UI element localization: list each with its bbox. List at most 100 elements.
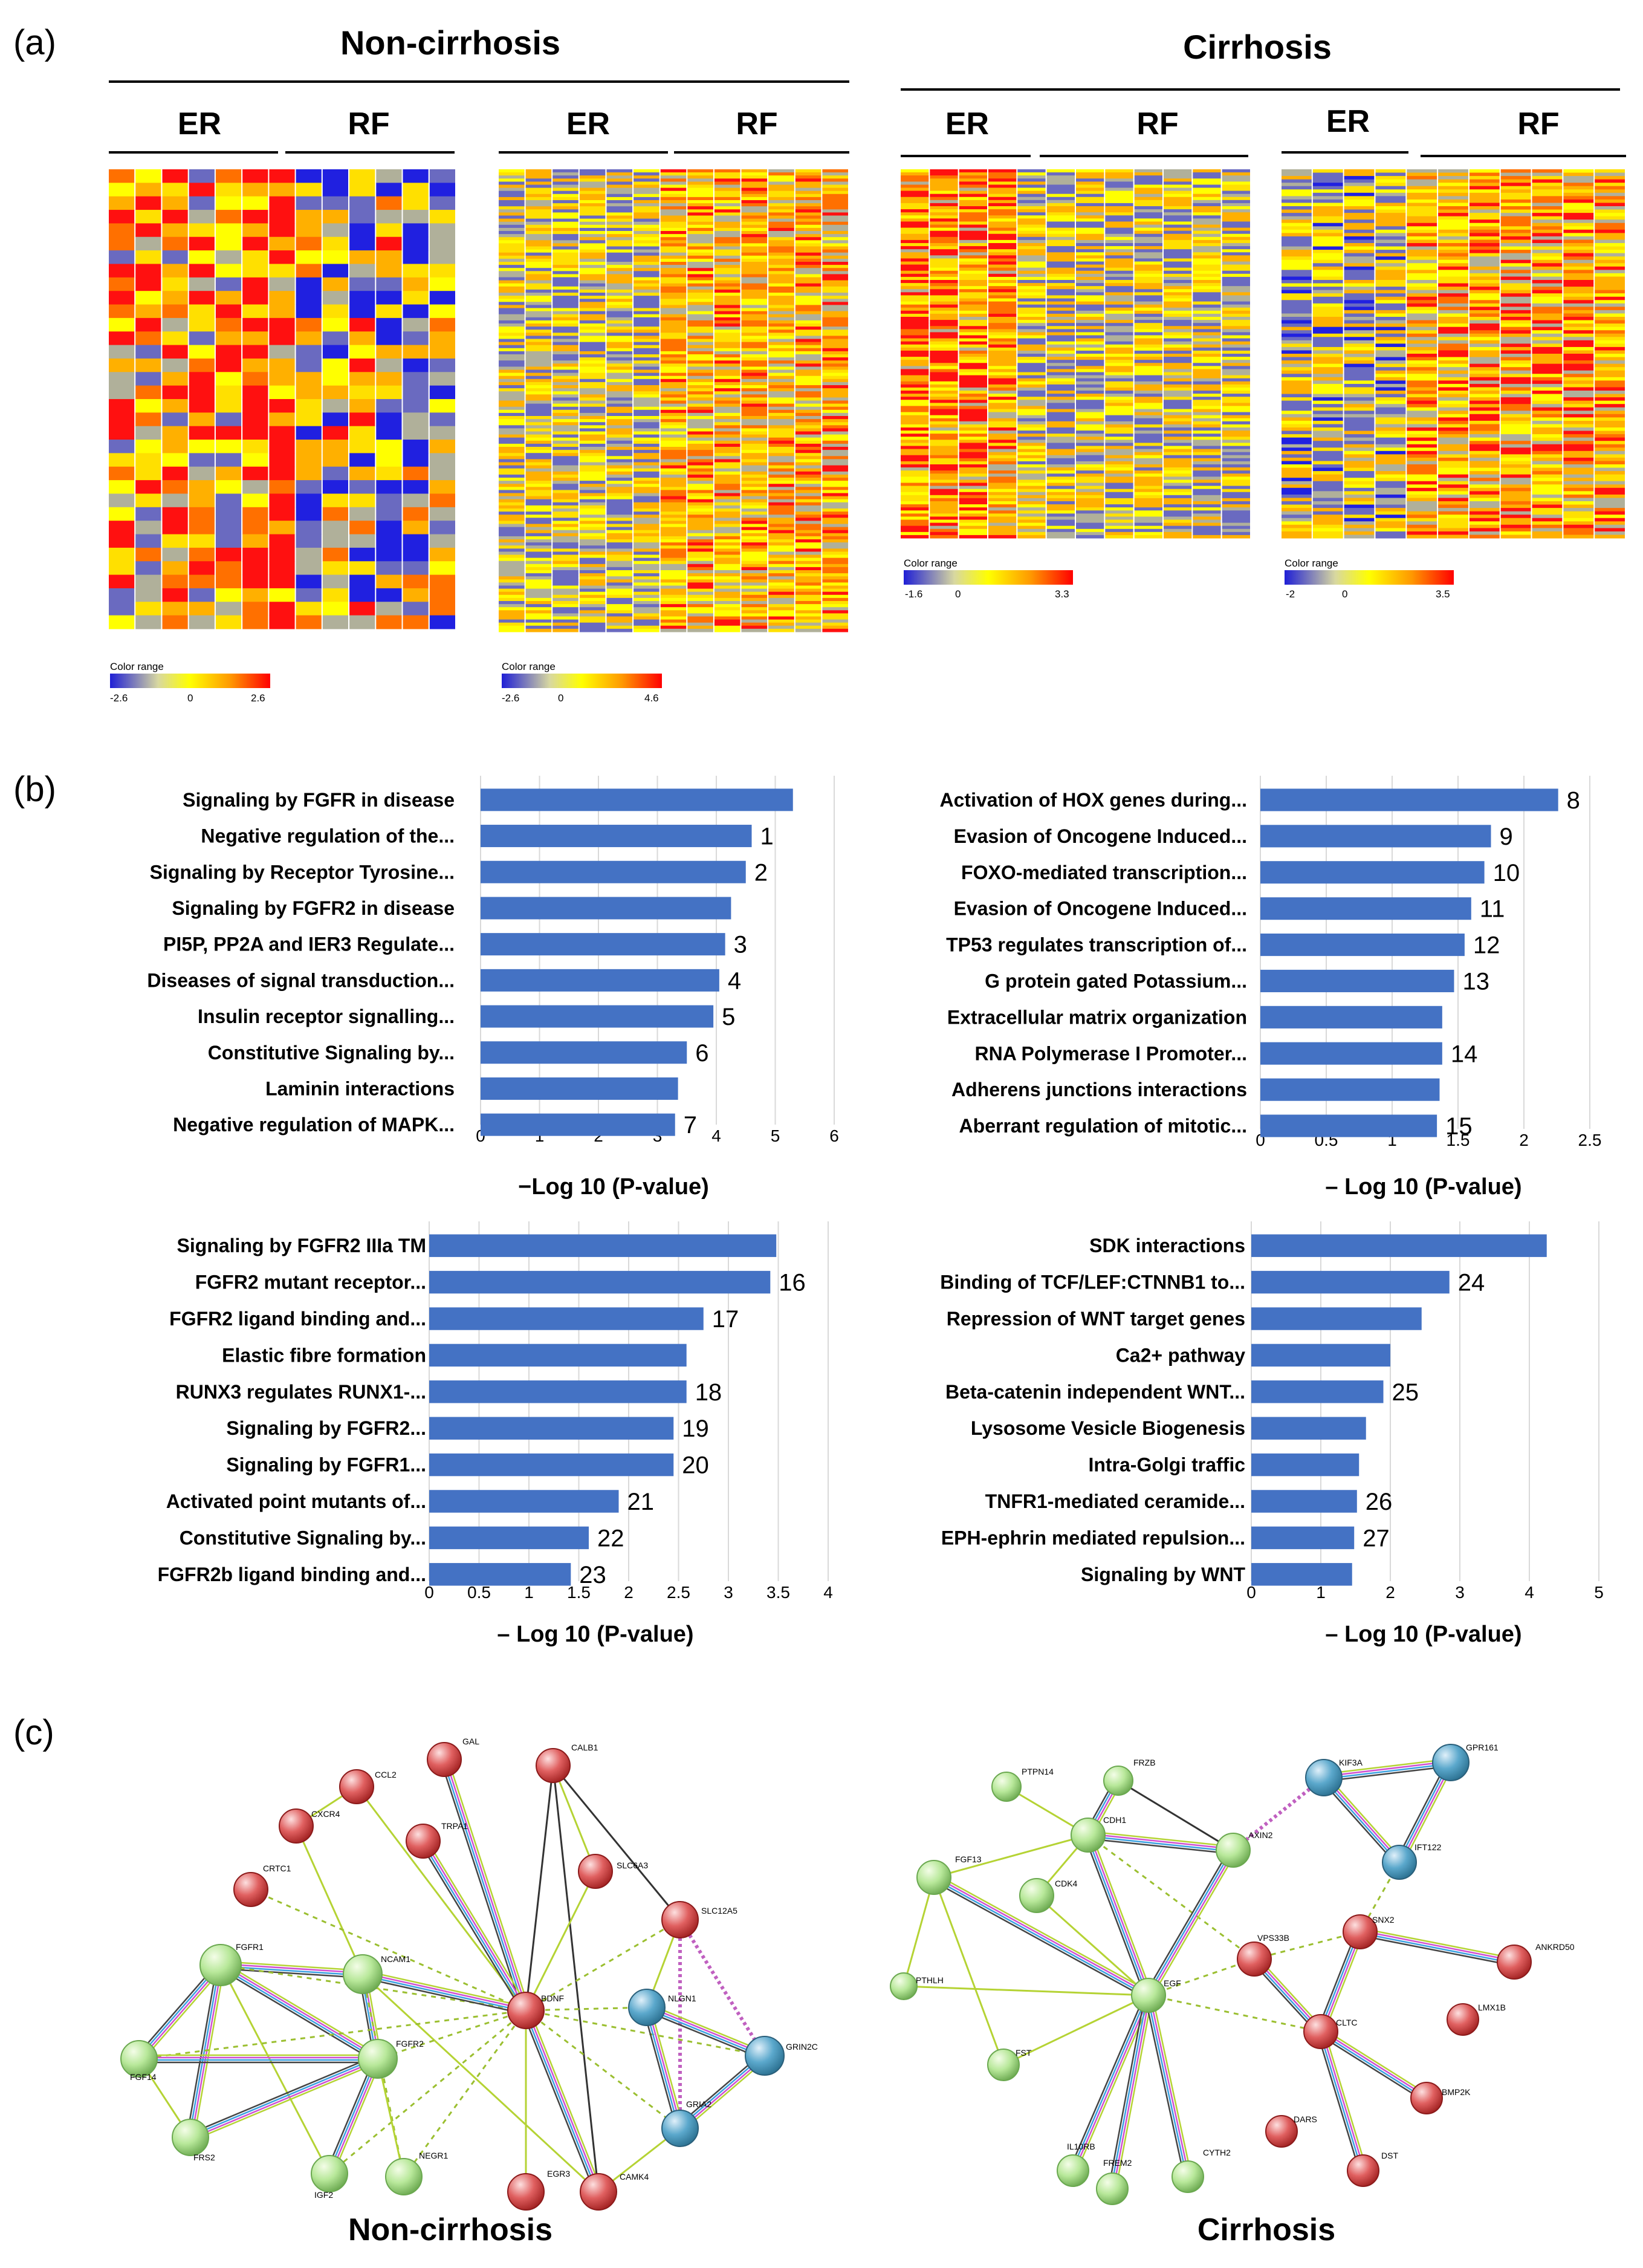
heatmap-cell	[1046, 224, 1075, 229]
heatmap-cell	[634, 249, 659, 253]
heatmap-cell	[714, 221, 740, 226]
heatmap-cell	[1312, 524, 1343, 528]
heatmap-cell	[1500, 346, 1531, 351]
heatmap-cell	[901, 323, 929, 327]
heatmap-cell	[1375, 216, 1406, 220]
heatmap-cell	[687, 286, 713, 290]
heatmap-cell	[988, 209, 1017, 213]
heatmap-cell	[741, 459, 768, 463]
heatmap-cell	[1105, 394, 1133, 397]
heatmap-cell	[959, 449, 987, 453]
heatmap-cell	[959, 357, 987, 360]
heatmap-cell	[1222, 443, 1250, 446]
heatmap-cell	[634, 265, 659, 268]
heatmap-cell	[687, 443, 713, 447]
heatmap-cell	[1312, 491, 1343, 495]
heatmap-cell	[741, 548, 768, 552]
heatmap-cell	[901, 313, 929, 317]
heatmap-cell	[1500, 290, 1531, 294]
heatmap-cell	[1407, 357, 1437, 361]
heatmap-cell	[1375, 377, 1406, 381]
heatmap-cell	[525, 428, 552, 432]
heatmap-cell	[1500, 367, 1531, 371]
heatmap-cell	[606, 206, 633, 210]
heatmap-cell	[429, 480, 455, 494]
heatmap-cell	[1017, 483, 1046, 487]
heatmap-cell	[930, 495, 958, 499]
heatmap-cell	[606, 425, 633, 429]
heatmap-cell	[795, 456, 822, 460]
heatmap-cell	[1046, 479, 1075, 483]
heatmap-cell	[714, 366, 740, 370]
heatmap-cell	[553, 268, 578, 271]
heatmap-cell	[499, 490, 525, 493]
heatmap-cell	[1344, 263, 1375, 267]
heatmap-cell	[1282, 444, 1312, 448]
heatmap-cell	[1344, 176, 1375, 180]
heatmap-cell	[1164, 184, 1192, 188]
heatmap-cell	[525, 490, 552, 493]
heatmap-cell	[499, 588, 525, 593]
heatmap-cell	[1375, 196, 1406, 200]
heatmap-cell	[1532, 454, 1563, 458]
heatmap-cell	[1017, 267, 1046, 271]
heatmap-cell	[349, 412, 375, 427]
heatmap-cell	[579, 314, 606, 318]
heatmap-cell	[322, 210, 348, 224]
heatmap-cell	[687, 462, 713, 466]
heatmap-cell	[1469, 186, 1500, 190]
heatmap-cell	[1282, 370, 1312, 374]
heatmap-cell	[579, 527, 606, 531]
heatmap-cell	[1017, 230, 1046, 235]
heatmap-cell	[1344, 420, 1375, 424]
heatmap-cell	[1375, 481, 1406, 485]
heatmap-cell	[687, 610, 713, 614]
heatmap-cell	[901, 310, 929, 314]
heatmap-cell	[988, 215, 1017, 219]
heatmap-cell	[525, 437, 552, 441]
heatmap-cell	[687, 530, 713, 534]
heatmap-cell	[1017, 412, 1046, 416]
heatmap-cell	[1076, 326, 1104, 330]
heatmap-cell	[660, 570, 687, 574]
heatmap-cell	[988, 206, 1017, 210]
heatmap-cell	[189, 345, 215, 359]
heatmap-cell	[525, 481, 552, 484]
heatmap-cell	[901, 455, 929, 459]
heatmap-cell	[687, 320, 713, 324]
heatmap-cell	[1076, 357, 1104, 360]
heatmap-cell	[1164, 317, 1192, 320]
heatmap-cell	[988, 519, 1017, 524]
heatmap-cell	[553, 221, 578, 226]
heatmap-cell	[1469, 491, 1500, 495]
heatmap-cell	[822, 345, 848, 349]
heatmap-cell	[1076, 292, 1104, 296]
heatmap-cell	[553, 588, 578, 593]
heatmap-cell	[714, 317, 740, 321]
heatmap-cell	[822, 339, 848, 343]
heatmap-cell	[1500, 407, 1531, 411]
heatmap-cell	[1076, 440, 1104, 443]
heatmap-cell	[376, 291, 402, 305]
heatmap-cell	[1046, 381, 1075, 385]
heatmap-cell	[768, 289, 794, 293]
heatmap-cell	[1017, 276, 1046, 281]
heatmap-cell	[1164, 209, 1192, 213]
heatmap-cell	[687, 357, 713, 361]
heatmap-cell	[215, 507, 242, 521]
heatmap-cell	[822, 557, 848, 562]
heatmap-cell	[1046, 375, 1075, 379]
heatmap-cell	[822, 277, 848, 281]
heatmap-cell	[741, 622, 768, 626]
heatmap-cell	[1222, 473, 1250, 477]
heatmap-cell	[1469, 313, 1500, 317]
heatmap-cell	[768, 576, 794, 580]
heatmap-cell	[741, 227, 768, 232]
heatmap-cell	[768, 206, 794, 210]
heatmap-cell	[1105, 397, 1133, 400]
heatmap-cell	[579, 474, 606, 478]
heatmap-cell	[1407, 243, 1437, 247]
heatmap-cell	[988, 227, 1017, 232]
heatmap-cell	[660, 434, 687, 438]
heatmap-cell	[296, 277, 322, 291]
